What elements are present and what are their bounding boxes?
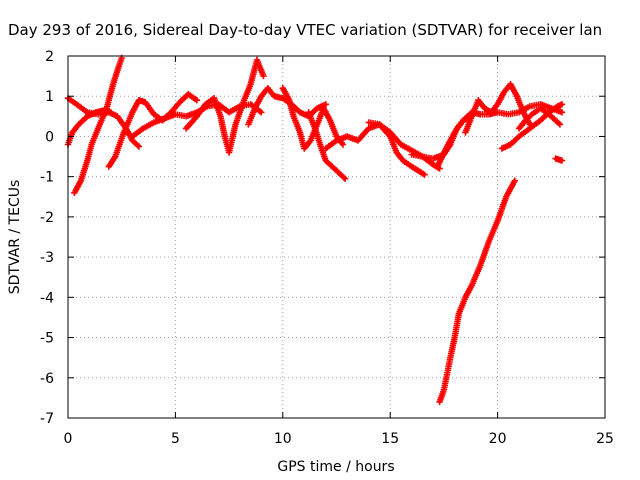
x-tick-label: 10	[274, 431, 292, 447]
series-track-b	[64, 107, 115, 148]
y-tick-label: -2	[40, 210, 54, 226]
axis-ticks	[67, 55, 606, 419]
series-track-q	[515, 105, 564, 132]
marker-trace	[71, 54, 125, 196]
x-tick-label: 5	[171, 431, 180, 447]
series-track-k	[365, 119, 428, 178]
y-tick-label: -1	[40, 170, 54, 186]
y-tick-label: 0	[45, 129, 54, 145]
marker-trace	[365, 119, 428, 178]
y-tick-label: -6	[40, 371, 54, 387]
plot-frame	[67, 55, 606, 419]
chart-title: Day 293 of 2016, Sidereal Day-to-day VTE…	[8, 21, 602, 39]
marker-trace	[64, 107, 115, 148]
x-tick-label: 25	[596, 431, 614, 447]
x-tick-label: 15	[381, 431, 399, 447]
x-tick-label: 20	[489, 431, 507, 447]
y-tick-label: -5	[40, 331, 54, 347]
series-track-r	[552, 155, 566, 164]
series-track-i	[305, 109, 349, 182]
x-tick-label: 0	[64, 431, 73, 447]
data-markers	[64, 54, 566, 406]
series-track-c	[71, 54, 125, 196]
y-tick-label: -4	[40, 290, 54, 306]
y-axis-label: SDTVAR / TECUs	[7, 180, 23, 295]
y-tick-label: 2	[45, 49, 54, 65]
x-tick-labels: 0 5 10 15 20 25	[64, 431, 614, 447]
marker-trace	[515, 105, 564, 132]
series-track-n	[436, 177, 518, 406]
x-axis-label: GPS time / hours	[277, 459, 394, 475]
marker-trace	[552, 155, 566, 164]
y-tick-label: -3	[40, 250, 54, 266]
y-tick-labels: 2 1 0 -1 -2 -3 -4 -5 -6 -7	[40, 49, 54, 427]
marker-trace	[436, 177, 518, 406]
marker-trace	[305, 109, 349, 182]
marker-trace	[182, 56, 267, 156]
y-tick-label: -7	[40, 411, 54, 427]
y-tick-label: 1	[45, 89, 54, 105]
marker-trace	[462, 81, 533, 136]
series-track-o	[462, 81, 533, 136]
series-track-f	[182, 56, 267, 156]
